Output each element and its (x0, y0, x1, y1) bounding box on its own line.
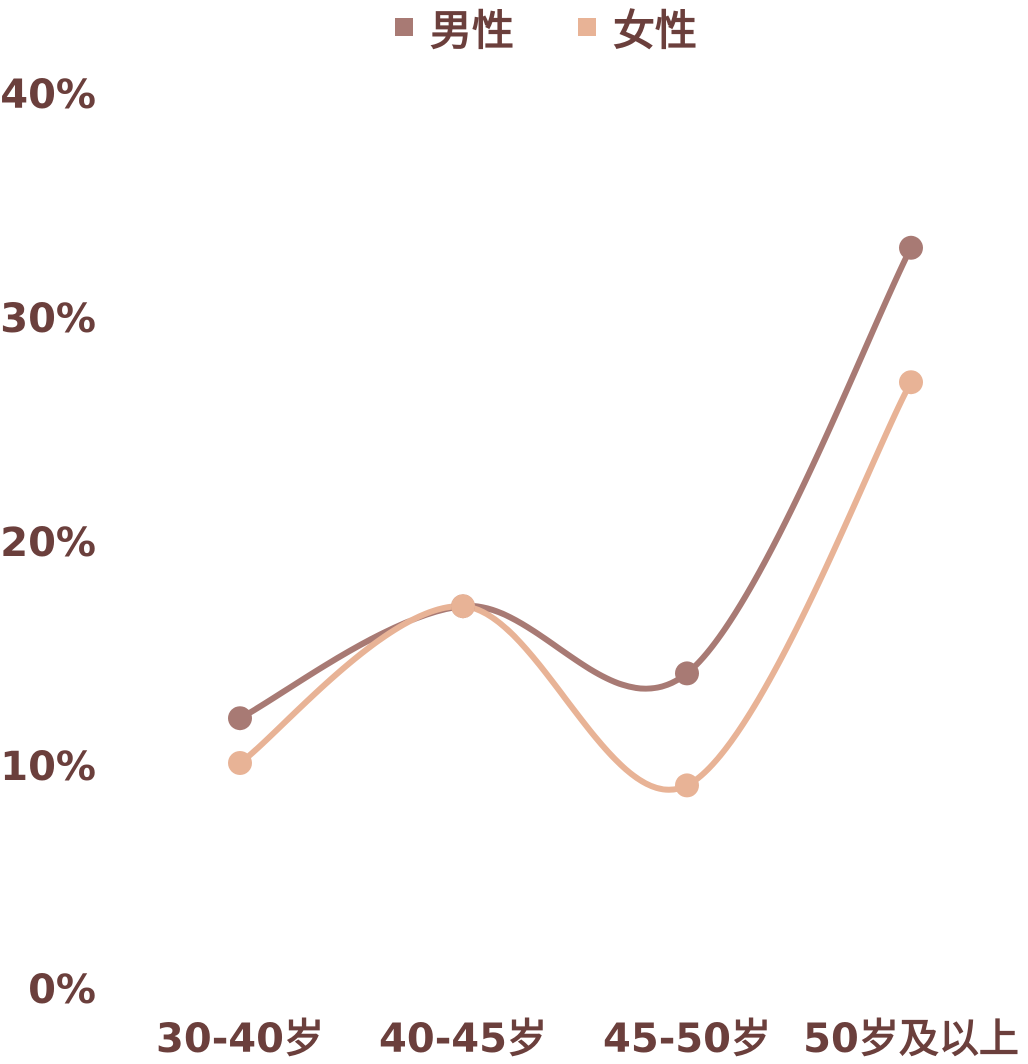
x-category-label: 45-50岁 (603, 1016, 771, 1062)
x-category-label: 50岁及以上 (803, 1016, 1019, 1062)
data-point-female[interactable] (451, 594, 475, 619)
y-axis: 0% 10% 20% 30% 40% (0, 72, 96, 1013)
legend: 男性 女性 (395, 6, 697, 55)
data-point-female[interactable] (675, 773, 699, 798)
y-tick-10: 10% (0, 744, 96, 790)
x-axis: 30-40岁 40-45岁 45-50岁 50岁及以上 (156, 1016, 1019, 1062)
data-point-male[interactable] (228, 706, 252, 731)
legend-swatch-male (395, 18, 413, 36)
legend-item-male[interactable]: 男性 (395, 6, 514, 55)
x-category-label: 40-45岁 (379, 1016, 547, 1062)
legend-label-male: 男性 (430, 6, 514, 55)
y-tick-30: 30% (0, 296, 96, 342)
legend-item-female[interactable]: 女性 (578, 6, 697, 55)
data-point-female[interactable] (228, 751, 252, 775)
data-point-male[interactable] (899, 235, 923, 260)
series-line-female (237, 379, 914, 793)
data-point-female[interactable] (899, 370, 923, 395)
legend-swatch-female (578, 18, 596, 36)
legend-label-female: 女性 (613, 6, 697, 55)
y-tick-0: 0% (28, 967, 96, 1013)
data-point-male[interactable] (675, 661, 699, 686)
y-tick-20: 20% (0, 520, 96, 566)
x-category-label: 30-40岁 (156, 1016, 324, 1062)
series-line-male (237, 244, 914, 722)
y-tick-40: 40% (0, 72, 96, 118)
series-layer (228, 235, 923, 798)
